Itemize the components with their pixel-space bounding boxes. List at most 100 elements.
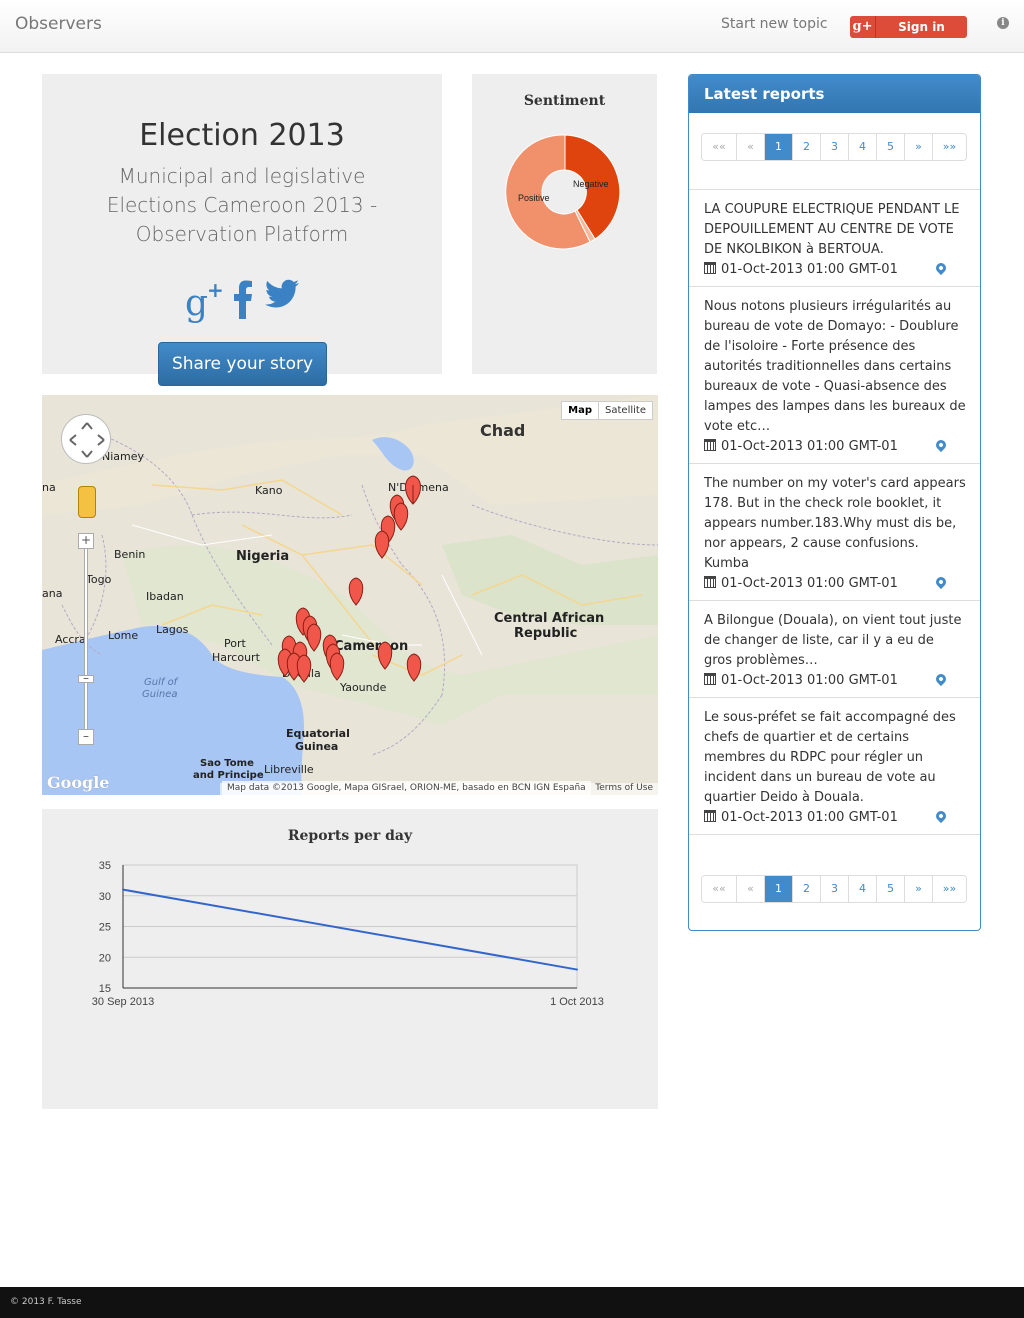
page-link[interactable]: 4 [848,876,876,902]
latest-reports-title: Latest reports [689,75,980,113]
map-marker-icon[interactable] [933,671,949,687]
map-marker-icon[interactable] [933,574,949,590]
info-icon[interactable]: i [997,17,1009,29]
map-label-togo: Togo [86,573,112,586]
google-plus-icon[interactable]: g + [185,279,223,323]
map-label-kano: Kano [255,484,283,497]
page-link[interactable]: » [904,134,932,160]
map-label-gulf: Gulf of [144,677,178,688]
report-item[interactable]: The number on my voter's card appears 17… [689,464,980,601]
map-marker-icon[interactable] [933,808,949,824]
google-logo: Google [47,773,110,792]
map-marker[interactable] [329,652,345,681]
report-item[interactable]: A Bilongue (Douala), on vient tout juste… [689,601,980,698]
report-text: LA COUPURE ELECTRIQUE PENDANT LE DEPOUIL… [704,202,960,257]
report-item[interactable]: LA COUPURE ELECTRIQUE PENDANT LE DEPOUIL… [689,190,980,287]
page-link[interactable]: « [736,876,764,902]
sentiment-slice-positive [505,134,591,250]
report-date: 01-Oct-2013 01:00 GMT-01 [721,576,898,591]
map-marker[interactable] [405,475,421,505]
reports-per-day-panel: Reports per day 35 30 25 20 15 30 Sep 2013 1 O… [42,809,658,1109]
page-link[interactable]: »» [932,876,966,902]
report-date: 01-Oct-2013 01:00 GMT-01 [721,673,898,688]
map-marker[interactable] [306,623,322,652]
page-link[interactable]: 3 [820,876,848,902]
map-marker[interactable] [393,502,409,531]
map-label-lagos: Lagos [156,623,189,636]
map-marker-icon[interactable] [933,260,949,276]
report-text: The number on my voter's card appears 17… [704,476,966,571]
zoom-slider[interactable] [84,535,88,740]
start-new-topic-link[interactable]: Start new topic [721,16,828,32]
sentiment-title: Sentiment [523,93,606,109]
map-type-map-button[interactable]: Map [562,402,600,419]
y-tick-label: 30 [99,891,111,903]
page-link[interactable]: 1 [764,876,792,902]
page-link[interactable]: 2 [792,134,820,160]
data-point [576,968,578,971]
page-title: Election 2013 [139,118,345,153]
page-link[interactable]: 5 [876,134,904,160]
zoom-in-button[interactable]: + [78,533,94,549]
twitter-icon[interactable] [264,279,300,309]
map-label-nigeria: Nigeria [236,549,290,564]
series-line [122,888,578,971]
report-item[interactable]: Le sous-préfet se fait accompagné des ch… [689,698,980,835]
reports-map[interactable]: Chad Niamey Kano N'Djamena Nigeria na Be… [42,395,658,795]
sentiment-slice-negative [564,134,621,240]
report-meta: 01-Oct-2013 01:00 GMT-01 [704,574,966,594]
y-tick-label: 15 [99,983,111,995]
map-marker[interactable] [296,654,312,683]
map-label-eqguinea2: Guinea [295,740,339,753]
map-label-chad: Chad [480,421,526,440]
map-terms-link[interactable]: Terms of Use [595,783,653,793]
map-label-eqguinea: Equatorial [286,727,350,740]
map-label-principe: and Principe [193,770,264,781]
map-pan-control[interactable] [61,414,111,464]
map-marker[interactable] [406,653,422,682]
data-point [122,888,124,891]
y-tick-label: 25 [99,922,111,934]
page-link[interactable]: »» [932,134,966,160]
chart-title: Reports per day [287,828,413,844]
map-marker[interactable] [348,577,364,606]
page-link[interactable]: «« [702,876,736,902]
map-label-car2: Republic [514,626,578,641]
map-attribution: Map data ©2013 Google, Mapa GISrael, ORI… [222,781,591,795]
page-link[interactable]: «« [702,134,736,160]
map-label-benin: Benin [114,548,146,561]
footer: © 2013 F. Tasse [0,1287,1024,1318]
report-item[interactable]: Nous notons plusieurs irrégularités au b… [689,287,980,464]
page-subtitle: Municipal and legislative Elections Came… [106,164,378,246]
map-label-na: na [42,481,56,494]
page-link[interactable]: « [736,134,764,160]
map-marker[interactable] [377,641,393,670]
page-link[interactable]: 2 [792,876,820,902]
map-type-satellite-button[interactable]: Satellite [605,405,646,416]
report-date: 01-Oct-2013 01:00 GMT-01 [721,810,898,825]
zoom-slider-handle[interactable]: – [78,672,94,684]
map-label-accra: Accra [55,633,86,646]
report-meta: 01-Oct-2013 01:00 GMT-01 [704,437,966,457]
sentiment-chart: Negative Positive [505,134,621,250]
y-tick-label: 35 [99,860,111,872]
calendar-icon [704,262,716,274]
report-date: 01-Oct-2013 01:00 GMT-01 [721,262,898,277]
map-marker[interactable] [374,530,390,559]
zoom-out-button[interactable]: – [78,729,94,745]
share-your-story-button[interactable]: Share your story [158,342,327,386]
map-marker-icon[interactable] [933,437,949,453]
sentiment-label-negative: Negative [573,179,609,189]
page-link[interactable]: 1 [764,134,792,160]
google-signin-button[interactable]: g+ Sign in [850,16,967,38]
svg-text:g: g [185,283,208,323]
page-link[interactable]: 4 [848,134,876,160]
page-link[interactable]: 3 [820,134,848,160]
brand-link[interactable]: Observers [15,14,102,34]
facebook-icon[interactable] [233,279,253,319]
pagination-bottom: «« «1 2 3 4 5»»» [701,875,967,903]
page-link[interactable]: 5 [876,876,904,902]
page-link[interactable]: » [904,876,932,902]
report-text: A Bilongue (Douala), on vient tout juste… [704,613,962,668]
street-view-pegman-icon[interactable] [78,486,96,518]
